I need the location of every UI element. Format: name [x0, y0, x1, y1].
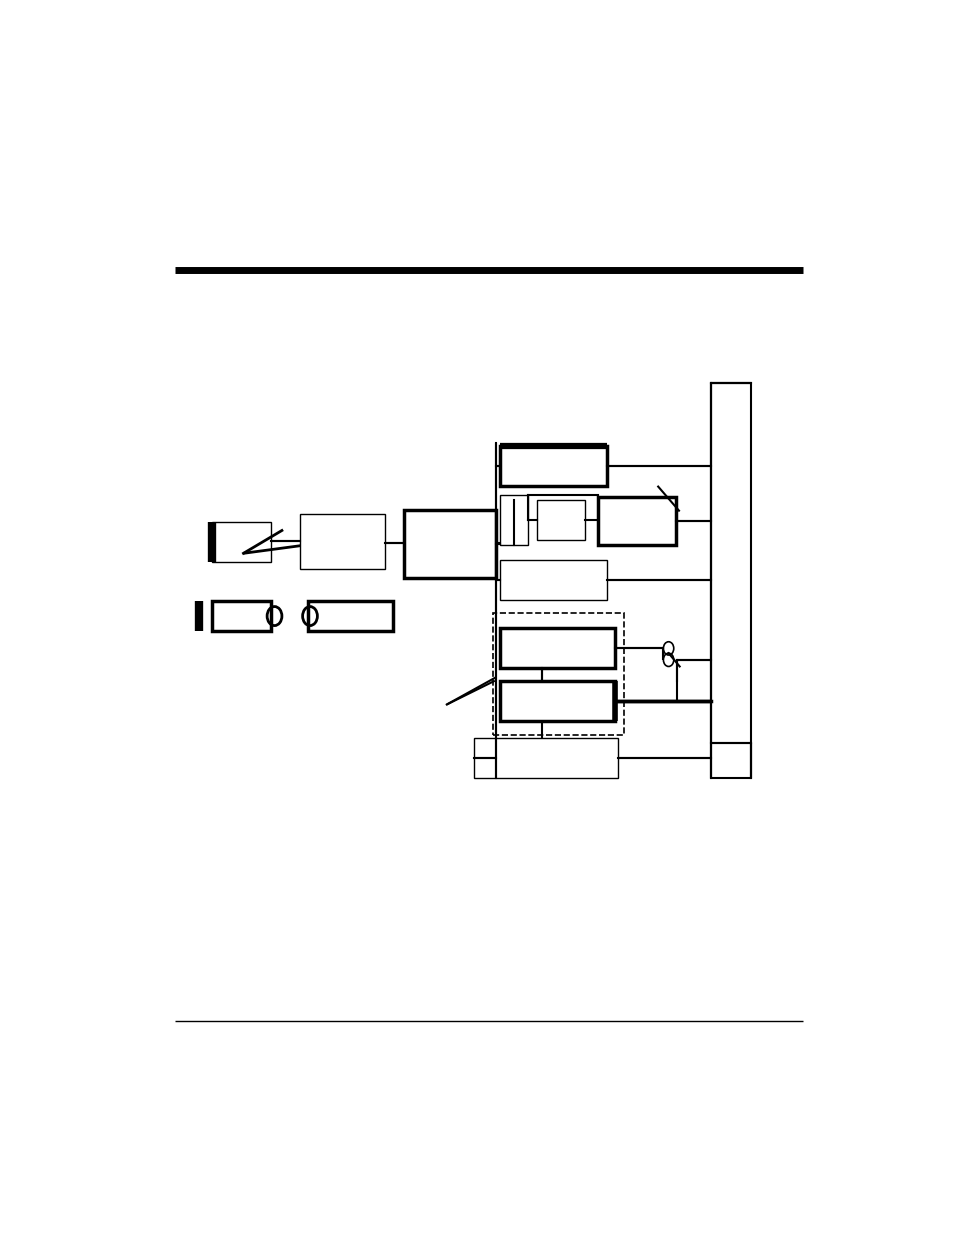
Bar	[537, 500, 584, 540]
Bar	[499, 446, 607, 485]
Bar	[212, 522, 271, 562]
Bar	[499, 559, 607, 600]
Bar	[474, 737, 618, 778]
Bar	[598, 498, 676, 545]
Bar	[499, 680, 614, 721]
Bar	[710, 383, 751, 778]
Bar	[499, 629, 614, 668]
Bar	[308, 601, 393, 631]
Bar	[403, 510, 496, 578]
Bar	[300, 514, 385, 568]
Bar	[499, 495, 528, 545]
Bar	[492, 614, 623, 735]
Bar	[212, 601, 271, 631]
